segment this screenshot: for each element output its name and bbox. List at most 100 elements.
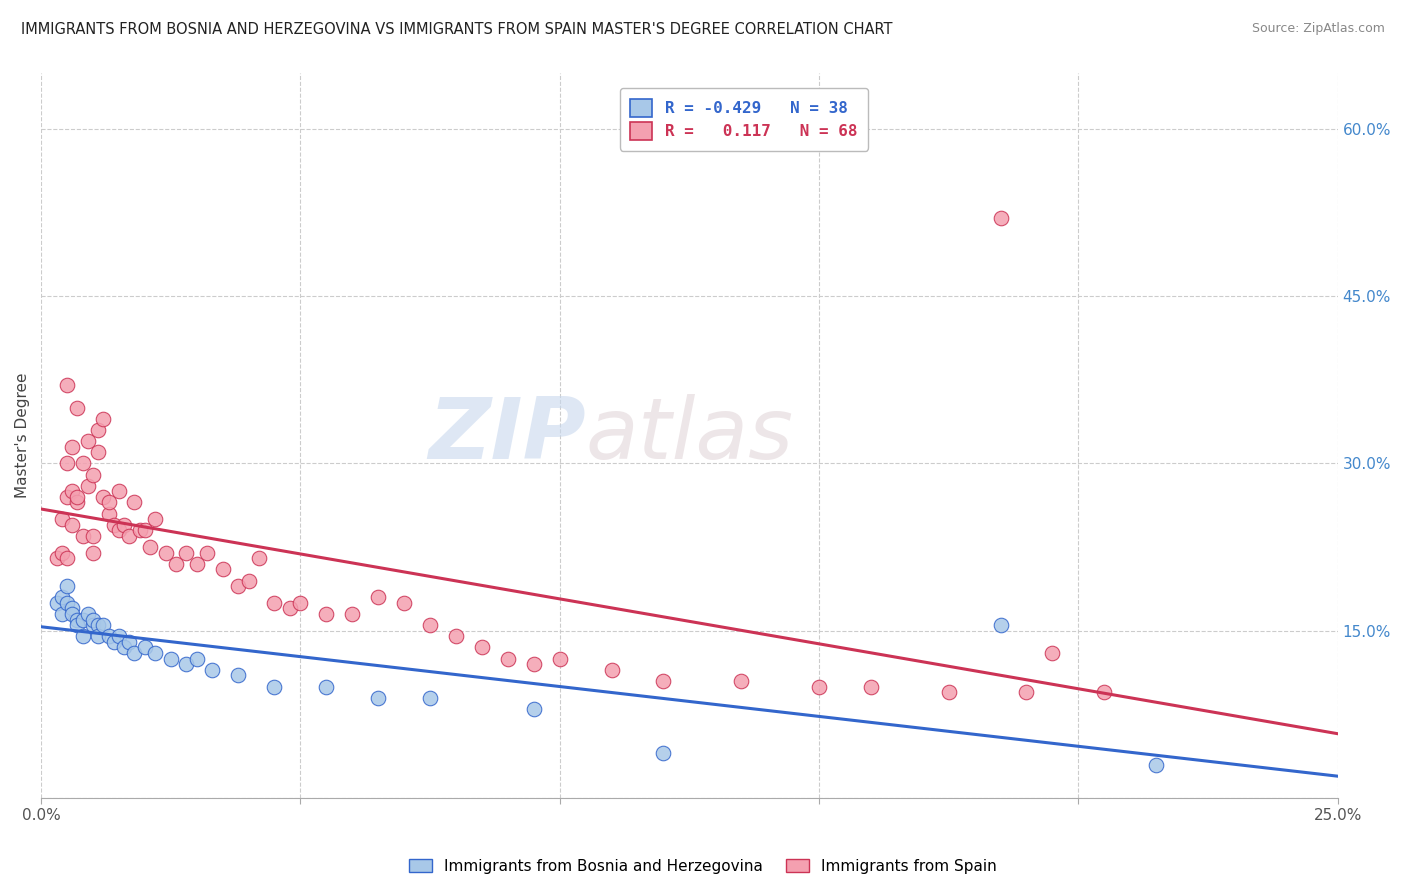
Point	[134, 640, 156, 655]
Point	[87, 445, 110, 459]
Legend: R = -0.429   N = 38, R =   0.117   N = 68: R = -0.429 N = 38, R = 0.117 N = 68	[620, 88, 868, 151]
Point	[51, 512, 73, 526]
Point	[155, 546, 177, 560]
Point	[278, 601, 301, 615]
Point	[108, 629, 131, 643]
Point	[51, 607, 73, 621]
Legend: Immigrants from Bosnia and Herzegovina, Immigrants from Spain: Immigrants from Bosnia and Herzegovina, …	[404, 853, 1002, 880]
Point	[124, 646, 146, 660]
Point	[226, 579, 249, 593]
Point	[652, 747, 675, 761]
Point	[247, 551, 270, 566]
Point	[1042, 646, 1064, 660]
Point	[1015, 685, 1038, 699]
Point	[108, 484, 131, 499]
Point	[143, 512, 166, 526]
Point	[134, 524, 156, 538]
Point	[176, 657, 198, 672]
Point	[56, 551, 79, 566]
Point	[143, 646, 166, 660]
Point	[82, 529, 104, 543]
Point	[808, 680, 831, 694]
Point	[859, 680, 882, 694]
Point	[523, 702, 546, 716]
Point	[496, 651, 519, 665]
Point	[87, 629, 110, 643]
Point	[72, 613, 94, 627]
Point	[263, 596, 285, 610]
Point	[72, 457, 94, 471]
Point	[72, 529, 94, 543]
Point	[195, 546, 218, 560]
Point	[60, 601, 83, 615]
Point	[87, 618, 110, 632]
Point	[118, 529, 141, 543]
Point	[87, 423, 110, 437]
Point	[56, 378, 79, 392]
Point	[45, 596, 67, 610]
Point	[60, 607, 83, 621]
Point	[56, 490, 79, 504]
Point	[82, 546, 104, 560]
Point	[124, 495, 146, 509]
Point	[97, 495, 120, 509]
Point	[367, 591, 389, 605]
Point	[444, 629, 467, 643]
Point	[263, 680, 285, 694]
Point	[471, 640, 494, 655]
Point	[97, 629, 120, 643]
Point	[66, 618, 89, 632]
Point	[186, 557, 208, 571]
Point	[93, 490, 115, 504]
Point	[139, 540, 162, 554]
Point	[103, 635, 125, 649]
Point	[315, 607, 337, 621]
Point	[211, 562, 233, 576]
Point	[652, 673, 675, 688]
Point	[60, 517, 83, 532]
Point	[990, 211, 1012, 225]
Point	[165, 557, 187, 571]
Point	[226, 668, 249, 682]
Point	[51, 546, 73, 560]
Point	[128, 524, 150, 538]
Point	[82, 618, 104, 632]
Point	[45, 551, 67, 566]
Point	[82, 613, 104, 627]
Point	[60, 440, 83, 454]
Point	[97, 507, 120, 521]
Point	[523, 657, 546, 672]
Point	[367, 690, 389, 705]
Point	[730, 673, 752, 688]
Point	[342, 607, 364, 621]
Point	[159, 651, 181, 665]
Point	[108, 524, 131, 538]
Text: atlas: atlas	[586, 394, 793, 477]
Point	[72, 629, 94, 643]
Point	[76, 607, 98, 621]
Point	[103, 517, 125, 532]
Point	[548, 651, 571, 665]
Point	[290, 596, 312, 610]
Point	[1092, 685, 1115, 699]
Point	[51, 591, 73, 605]
Point	[201, 663, 224, 677]
Point	[990, 618, 1012, 632]
Point	[76, 434, 98, 449]
Point	[56, 579, 79, 593]
Point	[60, 484, 83, 499]
Point	[66, 490, 89, 504]
Text: IMMIGRANTS FROM BOSNIA AND HERZEGOVINA VS IMMIGRANTS FROM SPAIN MASTER'S DEGREE : IMMIGRANTS FROM BOSNIA AND HERZEGOVINA V…	[21, 22, 893, 37]
Point	[66, 401, 89, 415]
Point	[112, 517, 135, 532]
Point	[56, 457, 79, 471]
Point	[315, 680, 337, 694]
Point	[93, 411, 115, 425]
Point	[118, 635, 141, 649]
Point	[600, 663, 623, 677]
Point	[1144, 757, 1167, 772]
Point	[56, 596, 79, 610]
Point	[238, 574, 260, 588]
Point	[66, 613, 89, 627]
Point	[419, 690, 441, 705]
